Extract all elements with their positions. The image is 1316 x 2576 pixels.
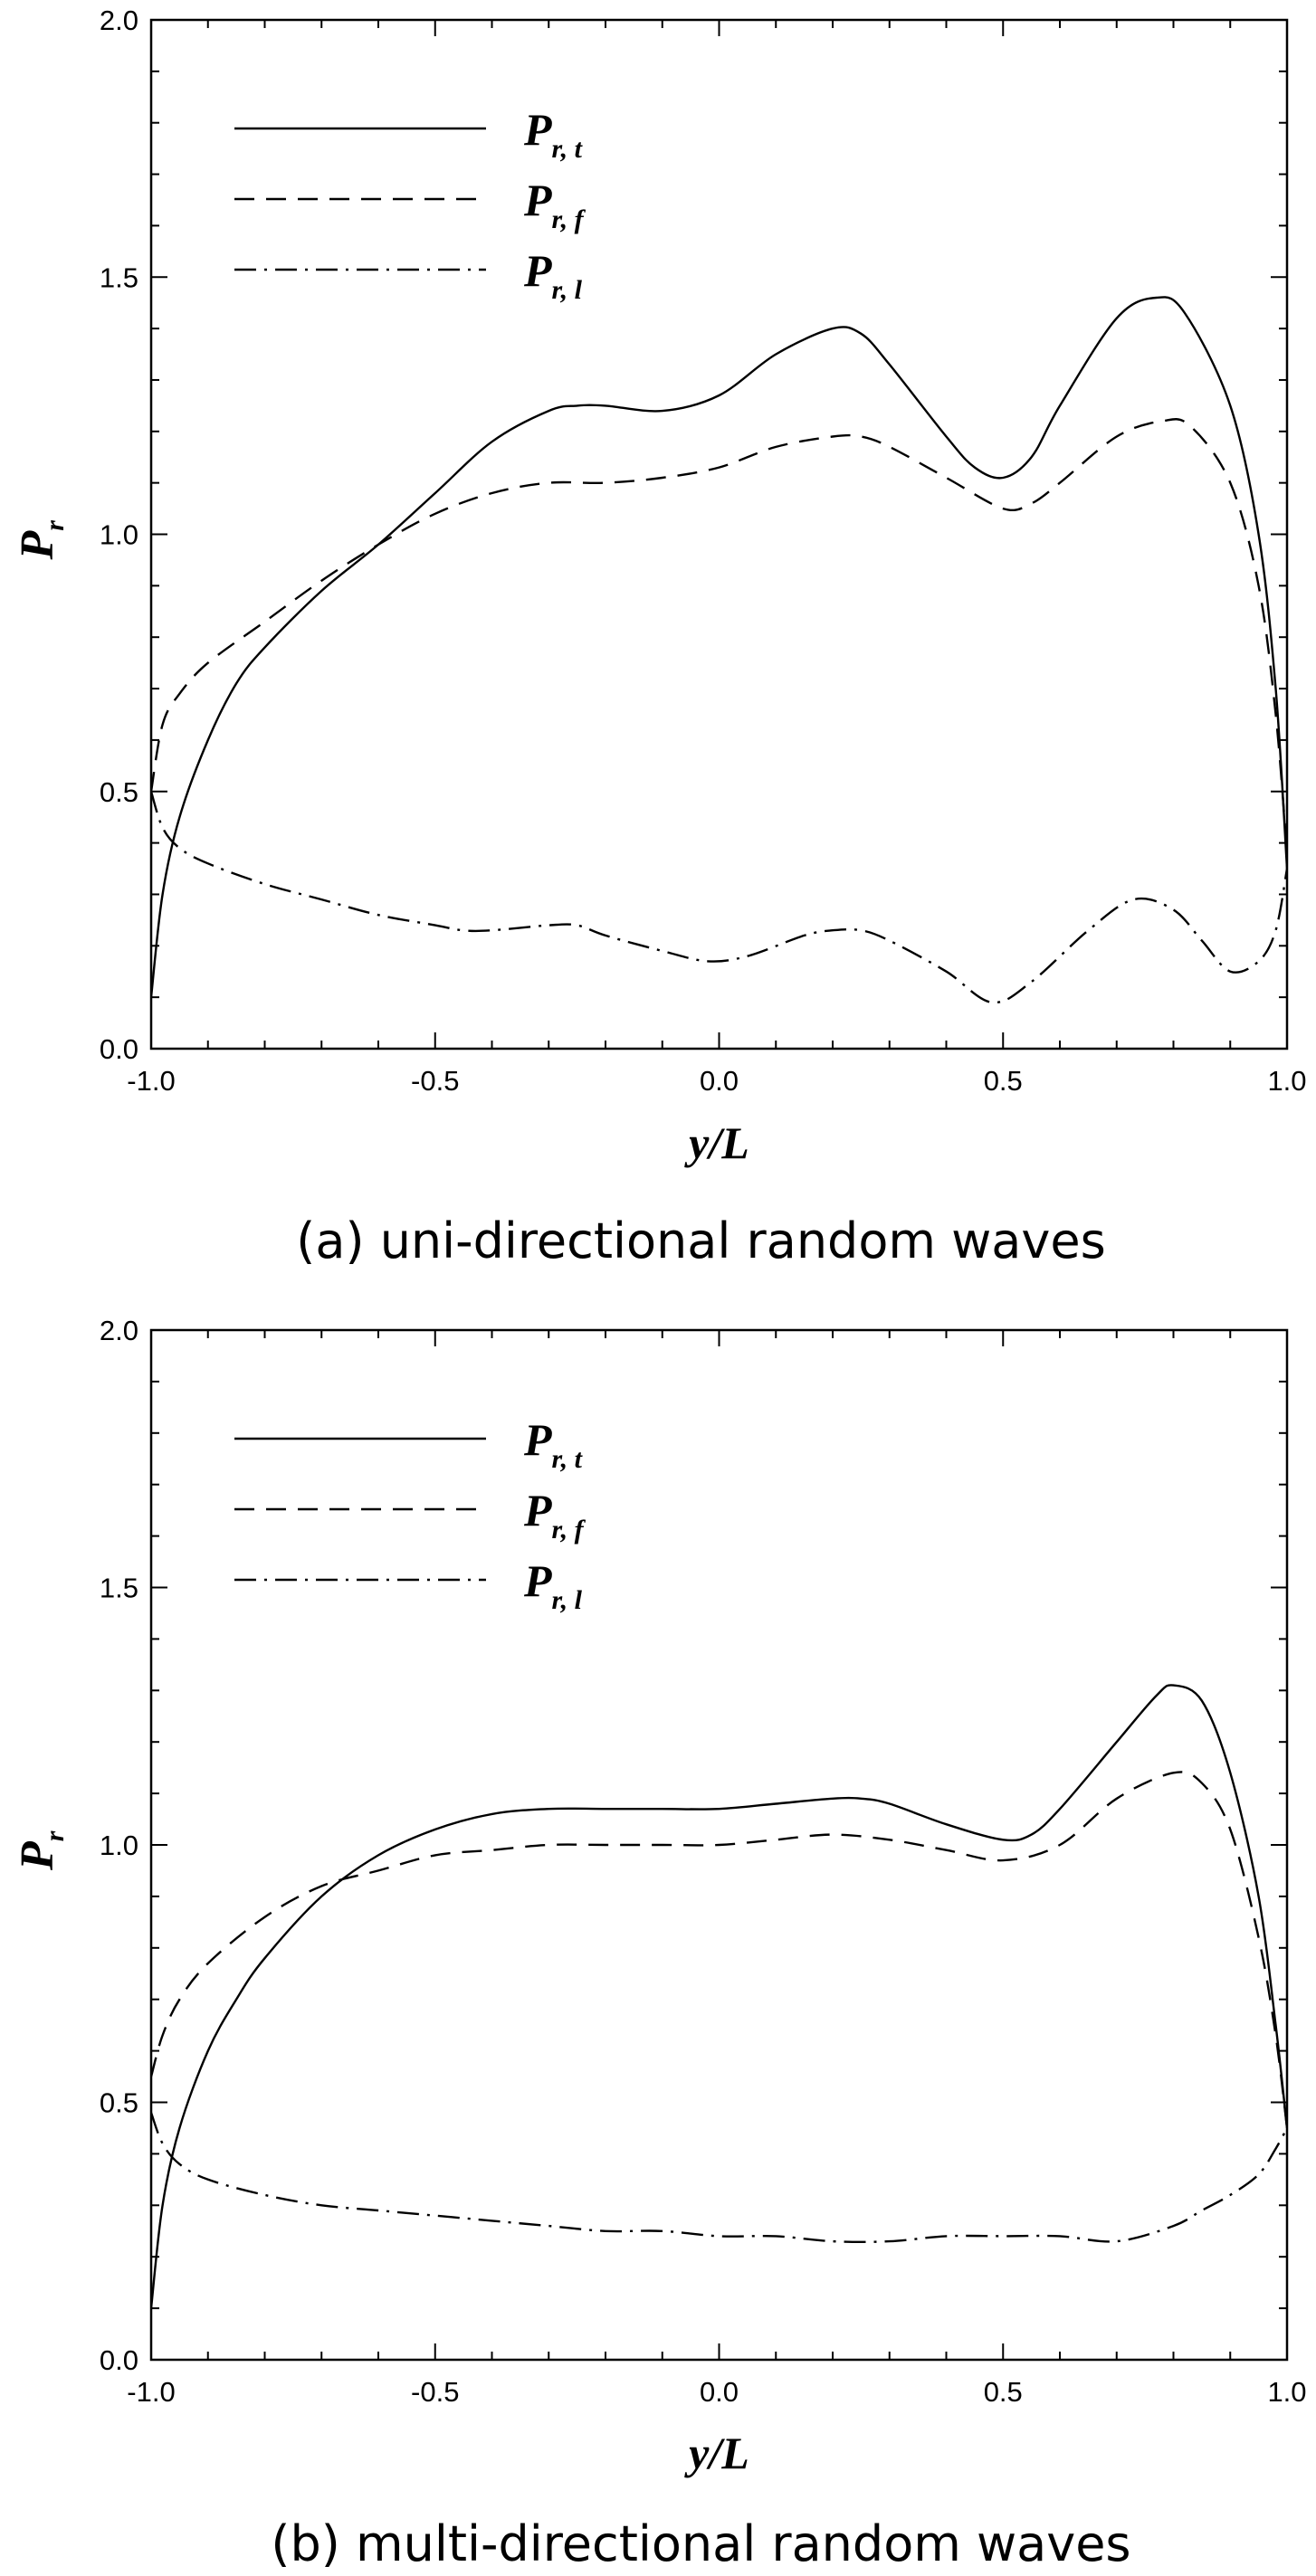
legend-label-sub: r, t <box>552 134 584 164</box>
y-axis-title: Pr <box>12 520 70 561</box>
x-tick-label: -0.5 <box>411 1065 459 1097</box>
legend-label-main: P <box>523 104 552 155</box>
x-tick-label: 0.5 <box>984 2376 1023 2408</box>
legend-label-main: P <box>523 1485 552 1535</box>
legend-label-main: P <box>523 175 552 225</box>
legend-label-sub: r, f <box>552 204 586 234</box>
y-tick-label: 1.0 <box>100 1830 138 1861</box>
series-line-solid <box>151 1684 1287 2309</box>
y-tick-label: 2.0 <box>100 5 138 36</box>
x-tick-label: 0.0 <box>700 1065 739 1097</box>
y-axis-title-sub: r <box>40 520 70 531</box>
x-tick-label: 0.0 <box>700 2376 739 2408</box>
y-tick-label: 0.0 <box>100 1033 138 1065</box>
legend-label: Pr, t <box>523 1414 584 1474</box>
y-tick-label: 1.5 <box>100 1573 138 1604</box>
legend-label: Pr, l <box>523 1555 583 1615</box>
legend-label-sub: r, t <box>552 1444 584 1474</box>
x-tick-label: 1.0 <box>1267 2376 1306 2408</box>
legend-label: Pr, f <box>523 1485 586 1545</box>
y-tick-label: 0.0 <box>100 2344 138 2376</box>
x-tick-label: 0.5 <box>984 1065 1023 1097</box>
x-tick-label: -0.5 <box>411 2376 459 2408</box>
legend-label-sub: r, l <box>552 1585 583 1615</box>
legend-label: Pr, f <box>523 175 586 234</box>
legend-label: Pr, l <box>523 245 583 305</box>
y-tick-label: 1.0 <box>100 519 138 551</box>
y-axis-title-sub: r <box>40 1830 70 1841</box>
x-tick-label: 1.0 <box>1267 1065 1306 1097</box>
legend-label-sub: r, f <box>552 1515 586 1545</box>
y-axis-title-main: P <box>12 530 63 561</box>
legend-label-main: P <box>523 1555 552 1606</box>
series-line-solid <box>151 296 1287 998</box>
x-axis-title: y/L <box>684 1117 749 1168</box>
plot-frame <box>149 18 1289 1050</box>
x-axis-title: y/L <box>684 2428 749 2478</box>
chart-panel-b: -1.0 -0.5 0.0 0.5 1.00.00.51.01.52.0y/LPrPr,… <box>12 1315 1307 2572</box>
chart-panel-a: -1.0 -0.5 0.0 0.5 1.00.00.51.01.52.0y/LPrPr,… <box>12 5 1307 1269</box>
legend-label-main: P <box>523 1414 552 1465</box>
x-tick-label: -1.0 <box>127 1065 175 1097</box>
y-tick-label: 2.0 <box>100 1315 138 1346</box>
panel-caption: (a) uni-directional random waves <box>296 1212 1105 1269</box>
x-tick-label: -1.0 <box>127 2376 175 2408</box>
series-line-dashdot <box>151 791 1287 1004</box>
series-line-dashed <box>151 1771 1287 2129</box>
legend-label-sub: r, l <box>552 275 583 305</box>
y-axis-title-main: P <box>12 1840 63 1871</box>
y-tick-label: 0.5 <box>100 776 138 808</box>
y-tick-label: 0.5 <box>100 2087 138 2119</box>
series-line-dashdot <box>151 2112 1287 2244</box>
legend-label: Pr, t <box>523 104 584 164</box>
y-axis-title: Pr <box>12 1830 70 1871</box>
y-tick-label: 1.5 <box>100 261 138 293</box>
legend-label-main: P <box>523 245 552 296</box>
panel-caption: (b) multi-directional random waves <box>271 2515 1130 2572</box>
series-line-dashed <box>151 418 1287 854</box>
